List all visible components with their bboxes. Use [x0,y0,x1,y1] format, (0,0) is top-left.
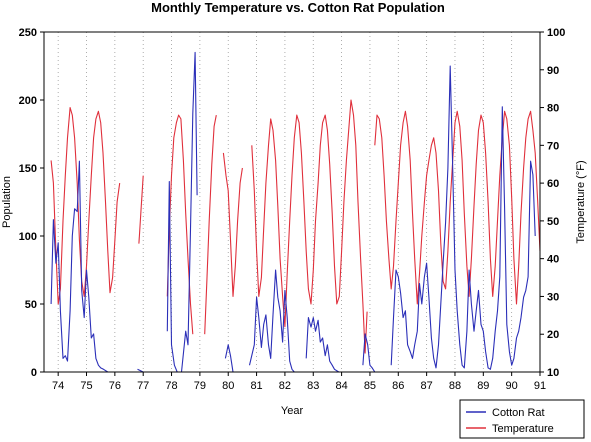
x-tick-label: 75 [80,380,92,392]
y-left-tick-label: 150 [19,163,37,175]
legend-box [459,399,585,439]
plot-frame [43,31,541,373]
series-line-cotton-rat [390,65,536,370]
y-right-tick-label: 50 [547,216,559,228]
x-tick-label: 91 [534,380,546,392]
y-right-tick-label: 40 [547,254,559,266]
y-axis-right-label: Temperature (°F) [575,160,587,243]
y-left-tick-label: 200 [19,95,37,107]
y-right-tick-label: 60 [547,178,559,190]
chart-title: Monthly Temperature vs. Cotton Rat Popul… [151,0,445,15]
series-line-temperature [166,114,194,335]
series-line-cotton-rat [248,269,300,373]
series-line-temperature [204,114,217,335]
y-right-tick-label: 70 [547,140,559,152]
y-axis-left: 0 50 100 150 200 250 [19,27,44,379]
y-right-tick-label: 100 [547,27,565,39]
y-left-tick-label: 50 [25,299,37,311]
x-tick-label: 74 [52,380,64,392]
series-line-temperature [222,152,243,297]
x-tick-label: 86 [392,380,404,392]
x-tick-label: 82 [279,380,291,392]
series-line-cotton-rat [166,51,198,373]
x-tick-label: 79 [194,380,206,392]
x-tick-label: 89 [477,380,489,392]
x-tick-label: 90 [506,380,518,392]
x-tick-label: 83 [307,380,319,392]
x-tick-label: 88 [449,380,461,392]
series-line-temperature [251,99,368,354]
series-line-cotton-rat [224,344,240,373]
y-right-tick-label: 20 [547,329,559,341]
series-line-temperature [50,107,121,305]
legend-label-cotton-rat: Cotton Rat [492,407,545,419]
series-line-cotton-rat [50,160,115,373]
legend-label-temperature: Temperature [492,423,554,435]
series-layer [50,51,541,373]
legend: Cotton Rat Temperature [459,399,585,439]
x-tick-label: 76 [109,380,121,392]
y-right-tick-label: 30 [547,291,559,303]
y-right-tick-label: 90 [547,65,559,77]
y-right-tick-label: 10 [547,367,559,379]
x-tick-label: 84 [335,380,347,392]
y-right-tick-label: 80 [547,103,559,115]
x-tick-label: 81 [250,380,262,392]
y-axis-right: 10 20 30 40 50 60 70 80 90 100 [540,27,565,379]
year-gridlines [57,32,513,372]
x-axis: 74 75 76 77 78 79 80 81 82 83 84 85 86 87 88 89 90 91 [52,372,546,392]
x-axis-label: Year [281,405,304,417]
x-tick-label: 85 [364,380,376,392]
y-left-tick-label: 250 [19,27,37,39]
series-line-temperature [374,110,541,305]
x-tick-label: 87 [421,380,433,392]
x-tick-label: 77 [137,380,149,392]
y-left-tick-label: 100 [19,231,37,243]
series-line-cotton-rat [305,317,340,373]
series-line-temperature [138,175,144,244]
x-tick-label: 80 [222,380,234,392]
y-axis-left-label: Population [1,176,13,228]
y-left-tick-label: 0 [31,367,37,379]
x-tick-label: 78 [165,380,177,392]
